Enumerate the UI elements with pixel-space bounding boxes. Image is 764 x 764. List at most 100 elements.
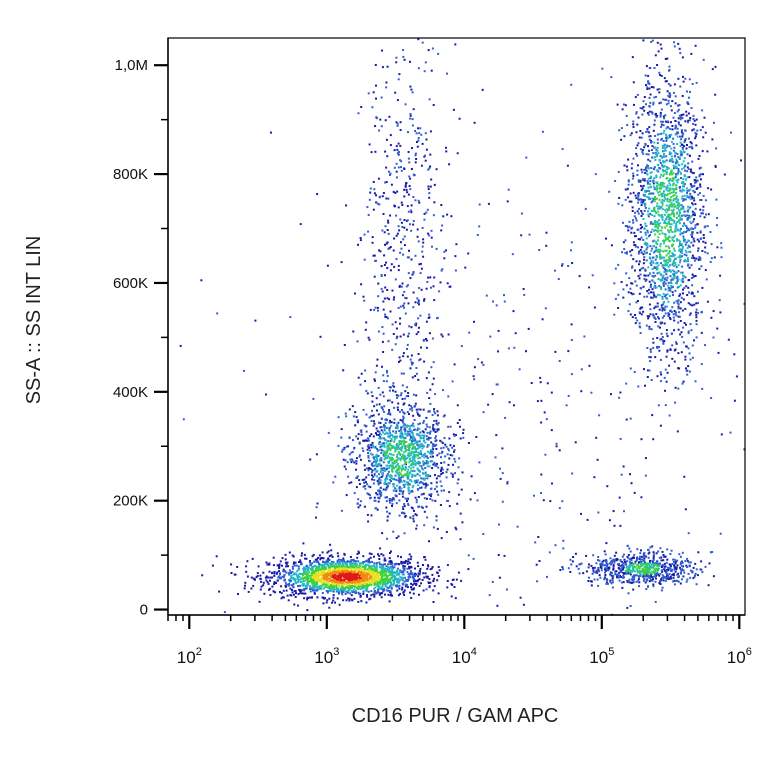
event-dot [365, 467, 368, 470]
event-dot [392, 485, 395, 488]
event-dot [388, 389, 391, 392]
event-dot [445, 445, 448, 448]
event-dot [398, 493, 401, 495]
event-dot [571, 472, 574, 475]
event-dot [365, 476, 368, 479]
event-dot [617, 574, 620, 577]
event-dot [622, 288, 625, 291]
event-dot [637, 252, 640, 255]
event-dot [670, 577, 672, 580]
event-dot [348, 589, 351, 592]
event-dot [622, 572, 625, 574]
event-dot [558, 449, 561, 452]
event-dot [634, 211, 636, 214]
event-dot [383, 557, 386, 560]
event-dot [661, 577, 664, 580]
event-dot [644, 268, 647, 271]
event-dot [441, 224, 444, 227]
event-dot [346, 563, 349, 566]
event-dot [664, 58, 667, 60]
event-dot [433, 299, 436, 302]
event-dot [386, 478, 389, 481]
event-dot [266, 581, 269, 584]
event-dot [555, 445, 558, 448]
event-dot [672, 252, 674, 255]
event-dot [674, 386, 677, 389]
event-dot [676, 280, 679, 282]
event-dot [382, 442, 385, 445]
event-dot [678, 114, 681, 117]
event-dot [647, 215, 650, 218]
event-dot [672, 254, 675, 257]
event-dot [628, 303, 631, 306]
event-dot [378, 558, 381, 560]
event-dot [368, 552, 371, 555]
event-dot [405, 285, 408, 288]
event-dot [350, 589, 353, 592]
event-dot [378, 491, 381, 494]
event-dot [648, 135, 651, 138]
event-dot [426, 281, 429, 283]
event-dot [687, 205, 690, 208]
event-dot [660, 173, 663, 176]
event-dot [661, 309, 664, 312]
event-dot [414, 582, 417, 585]
event-dot [363, 440, 366, 442]
event-dot [694, 135, 697, 138]
event-dot [652, 583, 655, 586]
event-dot [631, 293, 634, 296]
event-dot [683, 253, 686, 256]
event-dot [376, 590, 379, 593]
event-dot [432, 455, 434, 458]
event-dot [396, 427, 399, 430]
event-dot [622, 103, 625, 106]
event-dot [345, 494, 348, 497]
event-dot [631, 210, 634, 212]
event-dot [687, 217, 690, 219]
event-dot [697, 193, 700, 196]
event-dot [685, 564, 688, 567]
event-dot [646, 196, 649, 198]
event-dot [665, 155, 668, 158]
event-dot [450, 215, 453, 218]
event-dot [410, 588, 413, 591]
event-dot [415, 479, 418, 482]
event-dot [472, 375, 475, 378]
event-dot [648, 551, 651, 554]
event-dot [660, 216, 663, 219]
event-dot [718, 299, 721, 302]
event-dot [401, 384, 404, 387]
event-dot [707, 213, 710, 216]
event-dot [675, 125, 678, 128]
event-dot [629, 473, 631, 476]
event-dot [663, 567, 666, 570]
event-dot [418, 303, 420, 306]
event-dot [315, 586, 318, 589]
event-dot [259, 574, 262, 577]
event-dot [629, 573, 632, 576]
event-dot [664, 282, 667, 285]
event-dot [680, 252, 683, 255]
event-dot [373, 562, 376, 565]
event-dot [676, 277, 679, 280]
event-dot [629, 250, 632, 253]
event-dot [408, 454, 411, 457]
event-dot [400, 430, 403, 433]
event-dot [642, 575, 645, 578]
event-dot [300, 589, 303, 592]
event-dot [428, 475, 431, 477]
event-dot [445, 249, 447, 252]
event-dot [336, 552, 339, 555]
event-dot [691, 83, 694, 85]
event-dot [672, 285, 674, 288]
event-dot [387, 247, 390, 250]
event-dot [364, 439, 367, 442]
event-dot [375, 562, 378, 565]
event-dot [380, 433, 383, 436]
event-dot [598, 414, 601, 417]
event-dot [386, 371, 388, 374]
event-dot [357, 550, 360, 553]
event-dot [388, 560, 391, 563]
event-dot [676, 181, 679, 184]
event-dot [353, 562, 356, 565]
